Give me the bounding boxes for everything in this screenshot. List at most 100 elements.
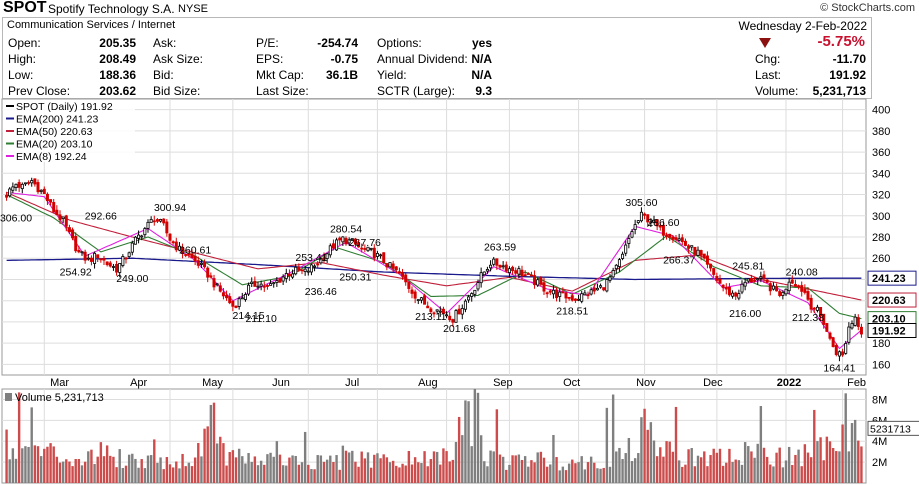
candle-body (162, 218, 166, 224)
quote-value-col4-2: N/A (471, 68, 492, 82)
candle-body (404, 274, 408, 283)
candle-body (247, 284, 251, 295)
candle-body (193, 255, 197, 262)
candle-body (61, 216, 65, 219)
price-tick-label: 260 (872, 253, 890, 265)
volume-bar (599, 468, 602, 483)
candle-body (806, 291, 810, 300)
candle-body (269, 283, 273, 286)
volume-bar (530, 460, 533, 483)
candle-body (111, 266, 115, 268)
volume-bar (828, 441, 832, 483)
candle-body (507, 268, 511, 273)
volume-bar (461, 435, 464, 483)
value-tag-box (867, 323, 917, 339)
volume-bar (87, 451, 90, 483)
candle-body (586, 294, 590, 297)
volume-bar (545, 466, 549, 483)
volume-bar (492, 451, 495, 483)
volume-bar (806, 452, 810, 483)
volume-bar (756, 443, 759, 483)
quote-label-col1-2: Low: (8, 68, 34, 82)
quote-label-col2-2: Bid: (153, 68, 174, 82)
candle-body (212, 278, 216, 288)
quote-label-col3-2: Mkt Cap: (256, 68, 305, 82)
volume-bar (580, 456, 583, 483)
volume-bar (407, 450, 411, 483)
volume-bar (184, 466, 187, 483)
price-annotation: 260.61 (179, 245, 211, 257)
candle-body (133, 236, 137, 245)
volume-bar (143, 468, 147, 483)
volume-bar (124, 465, 128, 483)
candle-body (646, 214, 650, 223)
volume-bar (571, 459, 574, 483)
price-annotation: 280.54 (330, 223, 362, 235)
volume-bar (203, 428, 206, 483)
candle-body (856, 317, 860, 327)
volume-bar (725, 462, 728, 483)
volume-bar (96, 456, 99, 483)
volume-bar (357, 466, 360, 483)
quote-value-col1-2: 188.36 (99, 68, 136, 82)
candle-body (221, 292, 225, 297)
candle-body (432, 312, 436, 315)
candle-body (243, 294, 247, 300)
candle-body (545, 292, 549, 295)
legend-entry: EMA(8) 192.24 (16, 151, 87, 163)
candle-body (551, 289, 555, 295)
candle-body (45, 193, 49, 202)
volume-bar (99, 442, 103, 483)
volume-bar (259, 460, 263, 483)
candle-body (599, 285, 603, 288)
volume-bar (567, 463, 571, 483)
volume-bar (483, 461, 486, 483)
candle-body (382, 252, 386, 264)
candle-body (64, 215, 68, 227)
candle-body (369, 247, 373, 250)
volume-bar (495, 409, 499, 483)
volume-bar (140, 459, 143, 483)
candle-body (190, 253, 194, 259)
volume-bar (630, 461, 634, 483)
quote-label-col1-0: Open: (8, 36, 41, 50)
candle-body (819, 306, 823, 317)
volume-bar (190, 466, 194, 483)
candle-body (564, 292, 568, 299)
candle-body (705, 255, 709, 265)
candle-body (309, 264, 313, 273)
volume-bar (533, 462, 536, 483)
volume-bar (542, 457, 546, 483)
volume-bar (65, 459, 68, 483)
candle-body (473, 289, 477, 295)
candle-body (363, 248, 367, 250)
candle-body (77, 249, 81, 253)
candle-body (366, 246, 370, 252)
volume-bar (479, 435, 483, 483)
candle-body (724, 286, 728, 290)
volume-bar (234, 457, 238, 483)
candle-body (328, 245, 332, 256)
volume-bar (527, 466, 530, 483)
volume-bar (734, 459, 737, 483)
candle-body (228, 296, 232, 304)
candle-body (577, 298, 581, 301)
price-annotation: 267.76 (349, 237, 381, 249)
candle-body (419, 297, 423, 301)
volume-bar (118, 449, 121, 483)
price-annotation: 250.31 (339, 272, 371, 284)
candle-body (199, 262, 203, 265)
value-tag-box (867, 311, 917, 327)
month-label: Feb (847, 377, 866, 389)
quote-label-col4-2: Yield: (377, 68, 407, 82)
candle-body (306, 270, 310, 273)
volume-bar (401, 463, 404, 483)
quote-label-col5-0: Chg: (755, 52, 781, 66)
volume-bar (800, 466, 803, 483)
candle-body (353, 238, 357, 245)
price-tick-label: 240 (872, 274, 890, 286)
candle-body (762, 274, 766, 279)
volume-bar (134, 458, 137, 483)
candle-body (529, 274, 533, 277)
candle-body (174, 241, 178, 251)
